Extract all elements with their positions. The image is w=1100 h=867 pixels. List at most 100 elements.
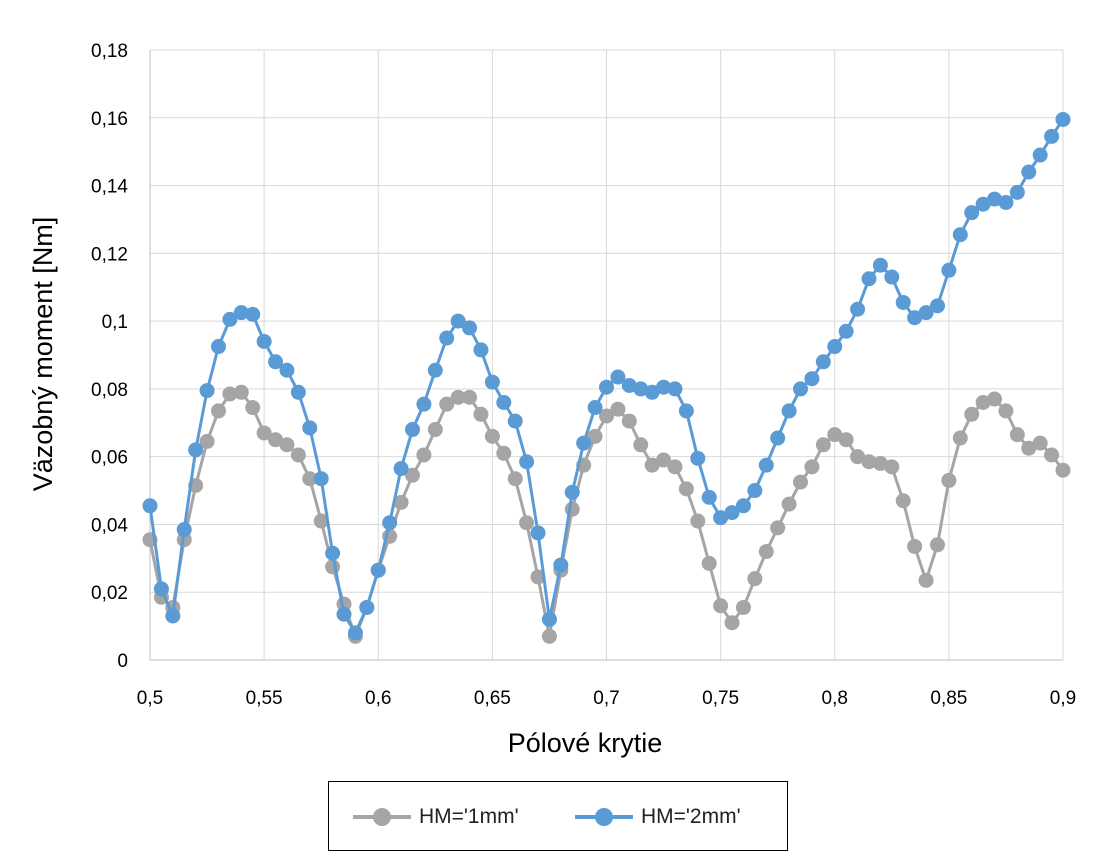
data-point-hm-1mm: [302, 471, 318, 487]
data-point-hm-1mm: [884, 459, 900, 475]
data-point-hm-1mm: [713, 598, 729, 614]
data-point-hm-1mm: [439, 396, 455, 412]
data-point-hm-1mm: [541, 628, 557, 644]
y-tick-label: 0,18: [91, 41, 128, 62]
y-tick-label: 0: [117, 651, 128, 672]
data-point-hm-2mm: [815, 354, 831, 370]
data-point-hm-1mm: [918, 572, 934, 588]
data-point-hm-2mm: [758, 457, 774, 473]
data-point-hm-1mm: [633, 437, 649, 453]
data-point-hm-2mm: [850, 301, 866, 317]
data-point-hm-2mm: [347, 625, 363, 641]
data-point-hm-1mm: [621, 413, 637, 429]
data-point-hm-1mm: [599, 408, 614, 424]
x-tick-label: 0,5: [137, 688, 163, 709]
data-point-hm-1mm: [416, 447, 432, 463]
data-point-hm-2mm: [462, 320, 478, 336]
data-point-hm-1mm: [964, 406, 980, 422]
y-tick-label: 0,02: [91, 583, 128, 604]
data-point-hm-2mm: [382, 515, 398, 531]
data-point-hm-2mm: [1021, 164, 1037, 180]
data-point-hm-1mm: [564, 501, 580, 517]
data-point-hm-1mm: [907, 538, 923, 554]
data-point-hm-1mm: [895, 493, 911, 509]
data-point-hm-1mm: [952, 430, 968, 446]
data-point-hm-1mm: [724, 615, 740, 631]
data-point-hm-2mm: [245, 306, 261, 322]
data-point-hm-2mm: [290, 384, 306, 400]
data-point-hm-2mm: [724, 505, 740, 521]
data-point-hm-2mm: [416, 396, 432, 412]
legend-label-hm-1mm: HM='1mm': [419, 805, 519, 828]
data-point-hm-2mm: [587, 400, 603, 416]
data-point-hm-1mm: [313, 513, 329, 529]
data-point-hm-1mm: [462, 389, 478, 405]
data-point-hm-1mm: [815, 437, 831, 453]
data-point-hm-1mm: [1009, 427, 1025, 443]
data-point-hm-2mm: [484, 374, 500, 390]
x-tick-label: 0,65: [474, 688, 511, 709]
data-point-hm-1mm: [827, 427, 843, 443]
data-point-hm-2mm: [633, 381, 649, 397]
data-point-hm-2mm: [210, 339, 226, 355]
data-point-hm-1mm: [450, 389, 466, 405]
data-point-hm-2mm: [975, 196, 991, 212]
data-point-hm-1mm: [747, 571, 763, 587]
data-point-hm-1mm: [850, 449, 866, 465]
data-point-hm-2mm: [176, 522, 192, 538]
data-point-hm-2mm: [701, 489, 717, 505]
gridlines: [150, 49, 1064, 660]
data-point-hm-2mm: [1055, 111, 1071, 127]
data-point-hm-2mm: [827, 339, 843, 355]
data-point-hm-2mm: [872, 257, 888, 273]
data-point-hm-2mm: [325, 545, 341, 561]
data-point-hm-2mm: [644, 384, 660, 400]
chart-area: 0 0,02 0,04 0,06 0,08 0,1 0,12 0,14 0,16 0,18 0,5 0…: [28, 41, 1076, 758]
series-hm-1mm: [142, 384, 1071, 644]
data-point-hm-2mm: [952, 227, 968, 243]
y-tick-label: 0,06: [91, 448, 128, 469]
data-point-hm-1mm: [245, 400, 261, 416]
data-point-hm-2mm: [770, 430, 786, 446]
data-point-hm-1mm: [678, 481, 694, 497]
data-point-hm-1mm: [496, 445, 512, 461]
data-point-hm-1mm: [770, 520, 786, 536]
data-point-hm-2mm: [519, 454, 535, 470]
data-point-hm-2mm: [895, 294, 911, 310]
data-point-hm-2mm: [610, 369, 626, 385]
data-point-hm-2mm: [142, 498, 158, 514]
y-tick-label: 0,1: [102, 312, 128, 333]
data-point-hm-1mm: [530, 569, 546, 585]
data-point-hm-2mm: [473, 342, 489, 358]
data-point-hm-2mm: [576, 435, 592, 451]
data-point-hm-1mm: [1044, 447, 1060, 463]
data-point-hm-1mm: [519, 515, 535, 531]
data-point-hm-2mm: [507, 413, 523, 429]
data-point-hm-1mm: [210, 403, 226, 419]
data-point-hm-2mm: [404, 422, 420, 438]
data-point-hm-2mm: [496, 394, 512, 410]
data-point-hm-2mm: [302, 420, 318, 436]
data-point-hm-2mm: [165, 608, 181, 624]
x-axis-title: Pólové krytie: [508, 728, 663, 758]
data-point-hm-1mm: [735, 599, 751, 615]
data-point-hm-2mm: [370, 562, 386, 578]
y-axis-title: Väzobný moment [Nm]: [28, 217, 58, 492]
data-point-hm-2mm: [1032, 147, 1048, 163]
data-point-hm-2mm: [256, 333, 272, 349]
series-layer: [142, 111, 1071, 644]
data-point-hm-1mm: [473, 406, 489, 422]
data-point-hm-1mm: [222, 386, 238, 402]
data-point-hm-1mm: [1032, 435, 1048, 451]
x-tick-label: 0,85: [930, 688, 967, 709]
data-point-hm-1mm: [1055, 462, 1071, 478]
data-point-hm-1mm: [758, 544, 774, 560]
data-point-hm-1mm: [199, 433, 215, 449]
data-point-hm-2mm: [929, 298, 945, 314]
legend-item-hm-1mm: HM='1mm': [353, 782, 519, 852]
data-point-hm-2mm: [918, 305, 934, 321]
data-point-hm-2mm: [153, 581, 169, 597]
data-point-hm-2mm: [987, 191, 1003, 207]
data-point-hm-2mm: [907, 310, 923, 326]
data-point-hm-2mm: [530, 525, 546, 541]
